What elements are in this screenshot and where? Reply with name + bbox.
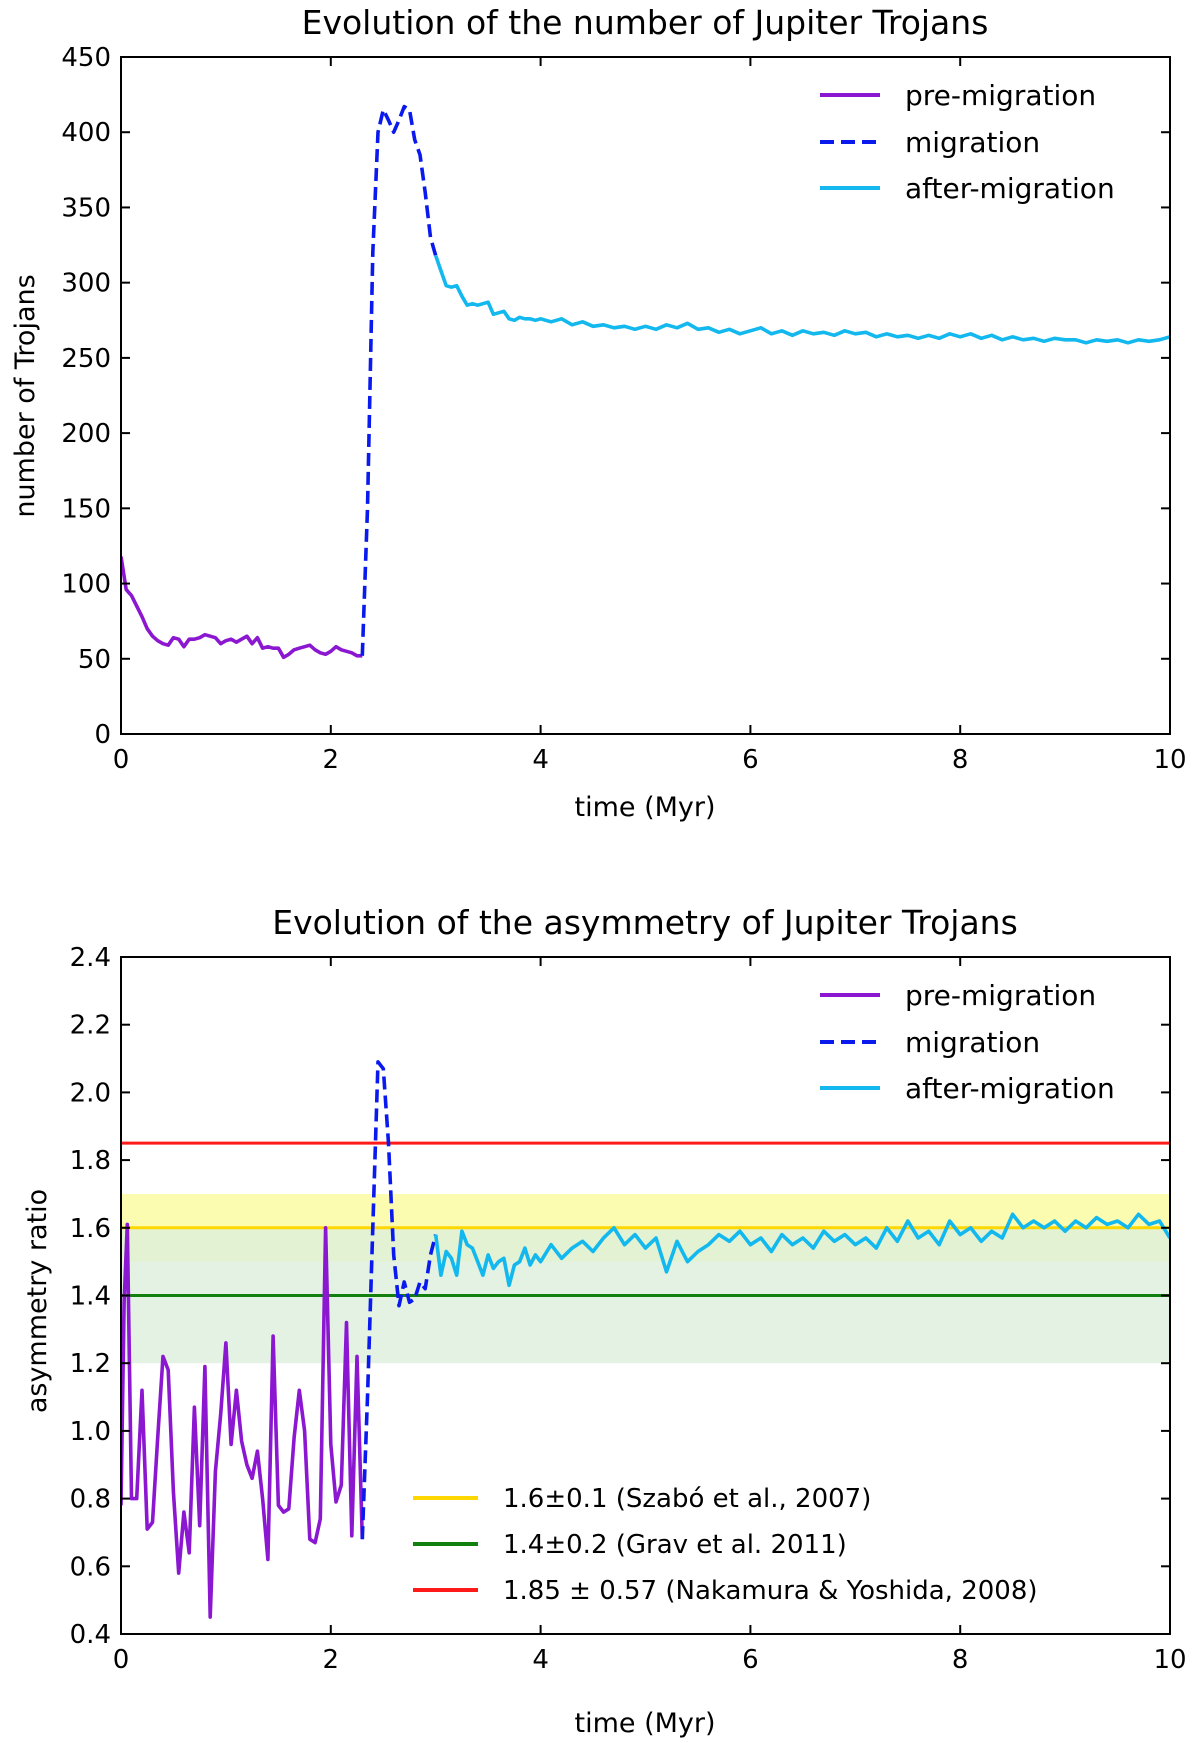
y-tick-label: 0.4	[70, 1620, 111, 1650]
legend: pre-migration migration after-migration	[820, 979, 1115, 1105]
x-tick-label: 10	[1153, 745, 1186, 775]
x-tick-label: 0	[113, 745, 130, 775]
chart-asymmetry-ratio: Evolution of the asymmetry of Jupiter Tr…	[22, 903, 1187, 1739]
x-tick-label: 10	[1153, 1645, 1186, 1675]
tick-layer: 0 2 4 6 8 10 0.4 0.6 0.8 1.0 1.2 1.4 1.6 1.8 2.0 2.2 2.4	[70, 943, 1187, 1675]
y-tick-label: 2.4	[70, 943, 111, 973]
y-tick-label: 200	[61, 419, 111, 449]
series-line-after-migration	[433, 255, 1170, 345]
y-tick-label: 50	[78, 645, 111, 675]
legend-label-nakamura: 1.85 ± 0.57 (Nakamura & Yoshida, 2008)	[503, 1576, 1038, 1606]
legend-label-szabo: 1.6±0.1 (Szabó et al., 2007)	[503, 1484, 871, 1514]
legend-label-grav: 1.4±0.2 (Grav et al. 2011)	[503, 1530, 847, 1560]
series-line-migration	[360, 1060, 438, 1540]
band-layer	[121, 1193, 1170, 1364]
y-axis-label: asymmetry ratio	[22, 1189, 53, 1413]
y-tick-label: 1.8	[70, 1146, 111, 1176]
plot-frame	[120, 56, 1171, 735]
x-tick-label: 8	[952, 1645, 969, 1675]
y-tick-label: 100	[61, 570, 111, 600]
reference-lines	[121, 1141, 1170, 1297]
y-tick-label: 150	[61, 494, 111, 524]
y-tick-label: 350	[61, 193, 111, 223]
y-tick-label: 450	[61, 43, 111, 73]
y-tick-label: 0.6	[70, 1552, 111, 1582]
x-tick-label: 6	[742, 745, 759, 775]
legend-label-pre-migration: pre-migration	[905, 979, 1096, 1012]
x-tick-label: 6	[742, 1645, 759, 1675]
y-tick-label: 0.8	[70, 1485, 111, 1515]
chart-number-of-trojans: Evolution of the number of Jupiter Troja…	[10, 3, 1187, 823]
legend: pre-migration migration after-migration	[820, 79, 1115, 205]
y-tick-label: 2.2	[70, 1011, 111, 1041]
y-tick-label: 0	[94, 720, 111, 750]
y-tick-label: 400	[61, 118, 111, 148]
y-tick-label: 2.0	[70, 1078, 111, 1108]
x-tick-label: 2	[323, 1645, 340, 1675]
x-axis-label: time (Myr)	[574, 792, 715, 823]
series-line-pre-migration	[121, 556, 363, 660]
x-tick-label: 4	[532, 1645, 549, 1675]
y-tick-label: 1.0	[70, 1417, 111, 1447]
y-tick-label: 1.2	[70, 1349, 111, 1379]
series-line-pre-migration	[121, 1222, 365, 1619]
y-tick-label: 1.4	[70, 1282, 111, 1312]
reference-legend: 1.6±0.1 (Szabó et al., 2007) 1.4±0.2 (Gr…	[413, 1484, 1038, 1606]
legend-label-after-migration: after-migration	[905, 172, 1115, 205]
series-line-migration	[360, 104, 438, 656]
legend-label-pre-migration: pre-migration	[905, 79, 1096, 112]
x-tick-label: 8	[952, 745, 969, 775]
x-tick-label: 4	[532, 745, 549, 775]
legend-label-migration: migration	[905, 1026, 1040, 1059]
x-tick-label: 2	[323, 745, 340, 775]
y-tick-label: 300	[61, 269, 111, 299]
y-axis-label: number of Trojans	[10, 274, 41, 517]
plot-frame	[120, 956, 1171, 1635]
chart-title: Evolution of the number of Jupiter Troja…	[302, 3, 989, 42]
x-axis-label: time (Myr)	[574, 1708, 715, 1739]
x-tick-label: 0	[113, 1645, 130, 1675]
legend-label-migration: migration	[905, 126, 1040, 159]
series-line-after-migration	[433, 1212, 1170, 1288]
y-tick-label: 1.6	[70, 1214, 111, 1244]
legend-label-after-migration: after-migration	[905, 1072, 1115, 1105]
plot-area	[121, 1060, 1170, 1619]
plot-area	[121, 104, 1170, 660]
y-tick-label: 250	[61, 344, 111, 374]
chart-title: Evolution of the asymmetry of Jupiter Tr…	[272, 903, 1018, 942]
